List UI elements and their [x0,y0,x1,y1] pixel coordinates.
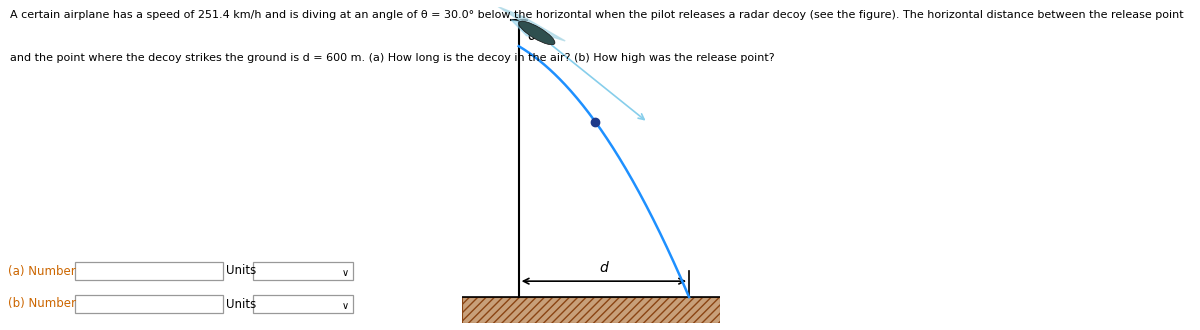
Text: d: d [600,261,608,275]
Text: θ: θ [528,28,538,43]
Bar [253,295,353,313]
Text: ∨: ∨ [342,301,348,311]
Bar [74,295,223,313]
Bar [74,262,223,280]
Bar [462,297,720,323]
Ellipse shape [518,21,554,45]
Polygon shape [498,7,565,41]
Bar [462,297,720,323]
Text: Units: Units [226,265,257,278]
Text: ∨: ∨ [342,268,348,278]
Text: (a) Number: (a) Number [8,265,76,278]
Text: A certain airplane has a speed of 251.4 km/h and is diving at an angle of θ = 30: A certain airplane has a speed of 251.4 … [10,10,1183,20]
Polygon shape [511,20,550,38]
Bar [253,262,353,280]
Text: and the point where the decoy strikes the ground is d = 600 m. (a) How long is t: and the point where the decoy strikes th… [10,53,774,63]
Text: Units: Units [226,298,257,311]
Text: (b) Number: (b) Number [8,298,76,311]
